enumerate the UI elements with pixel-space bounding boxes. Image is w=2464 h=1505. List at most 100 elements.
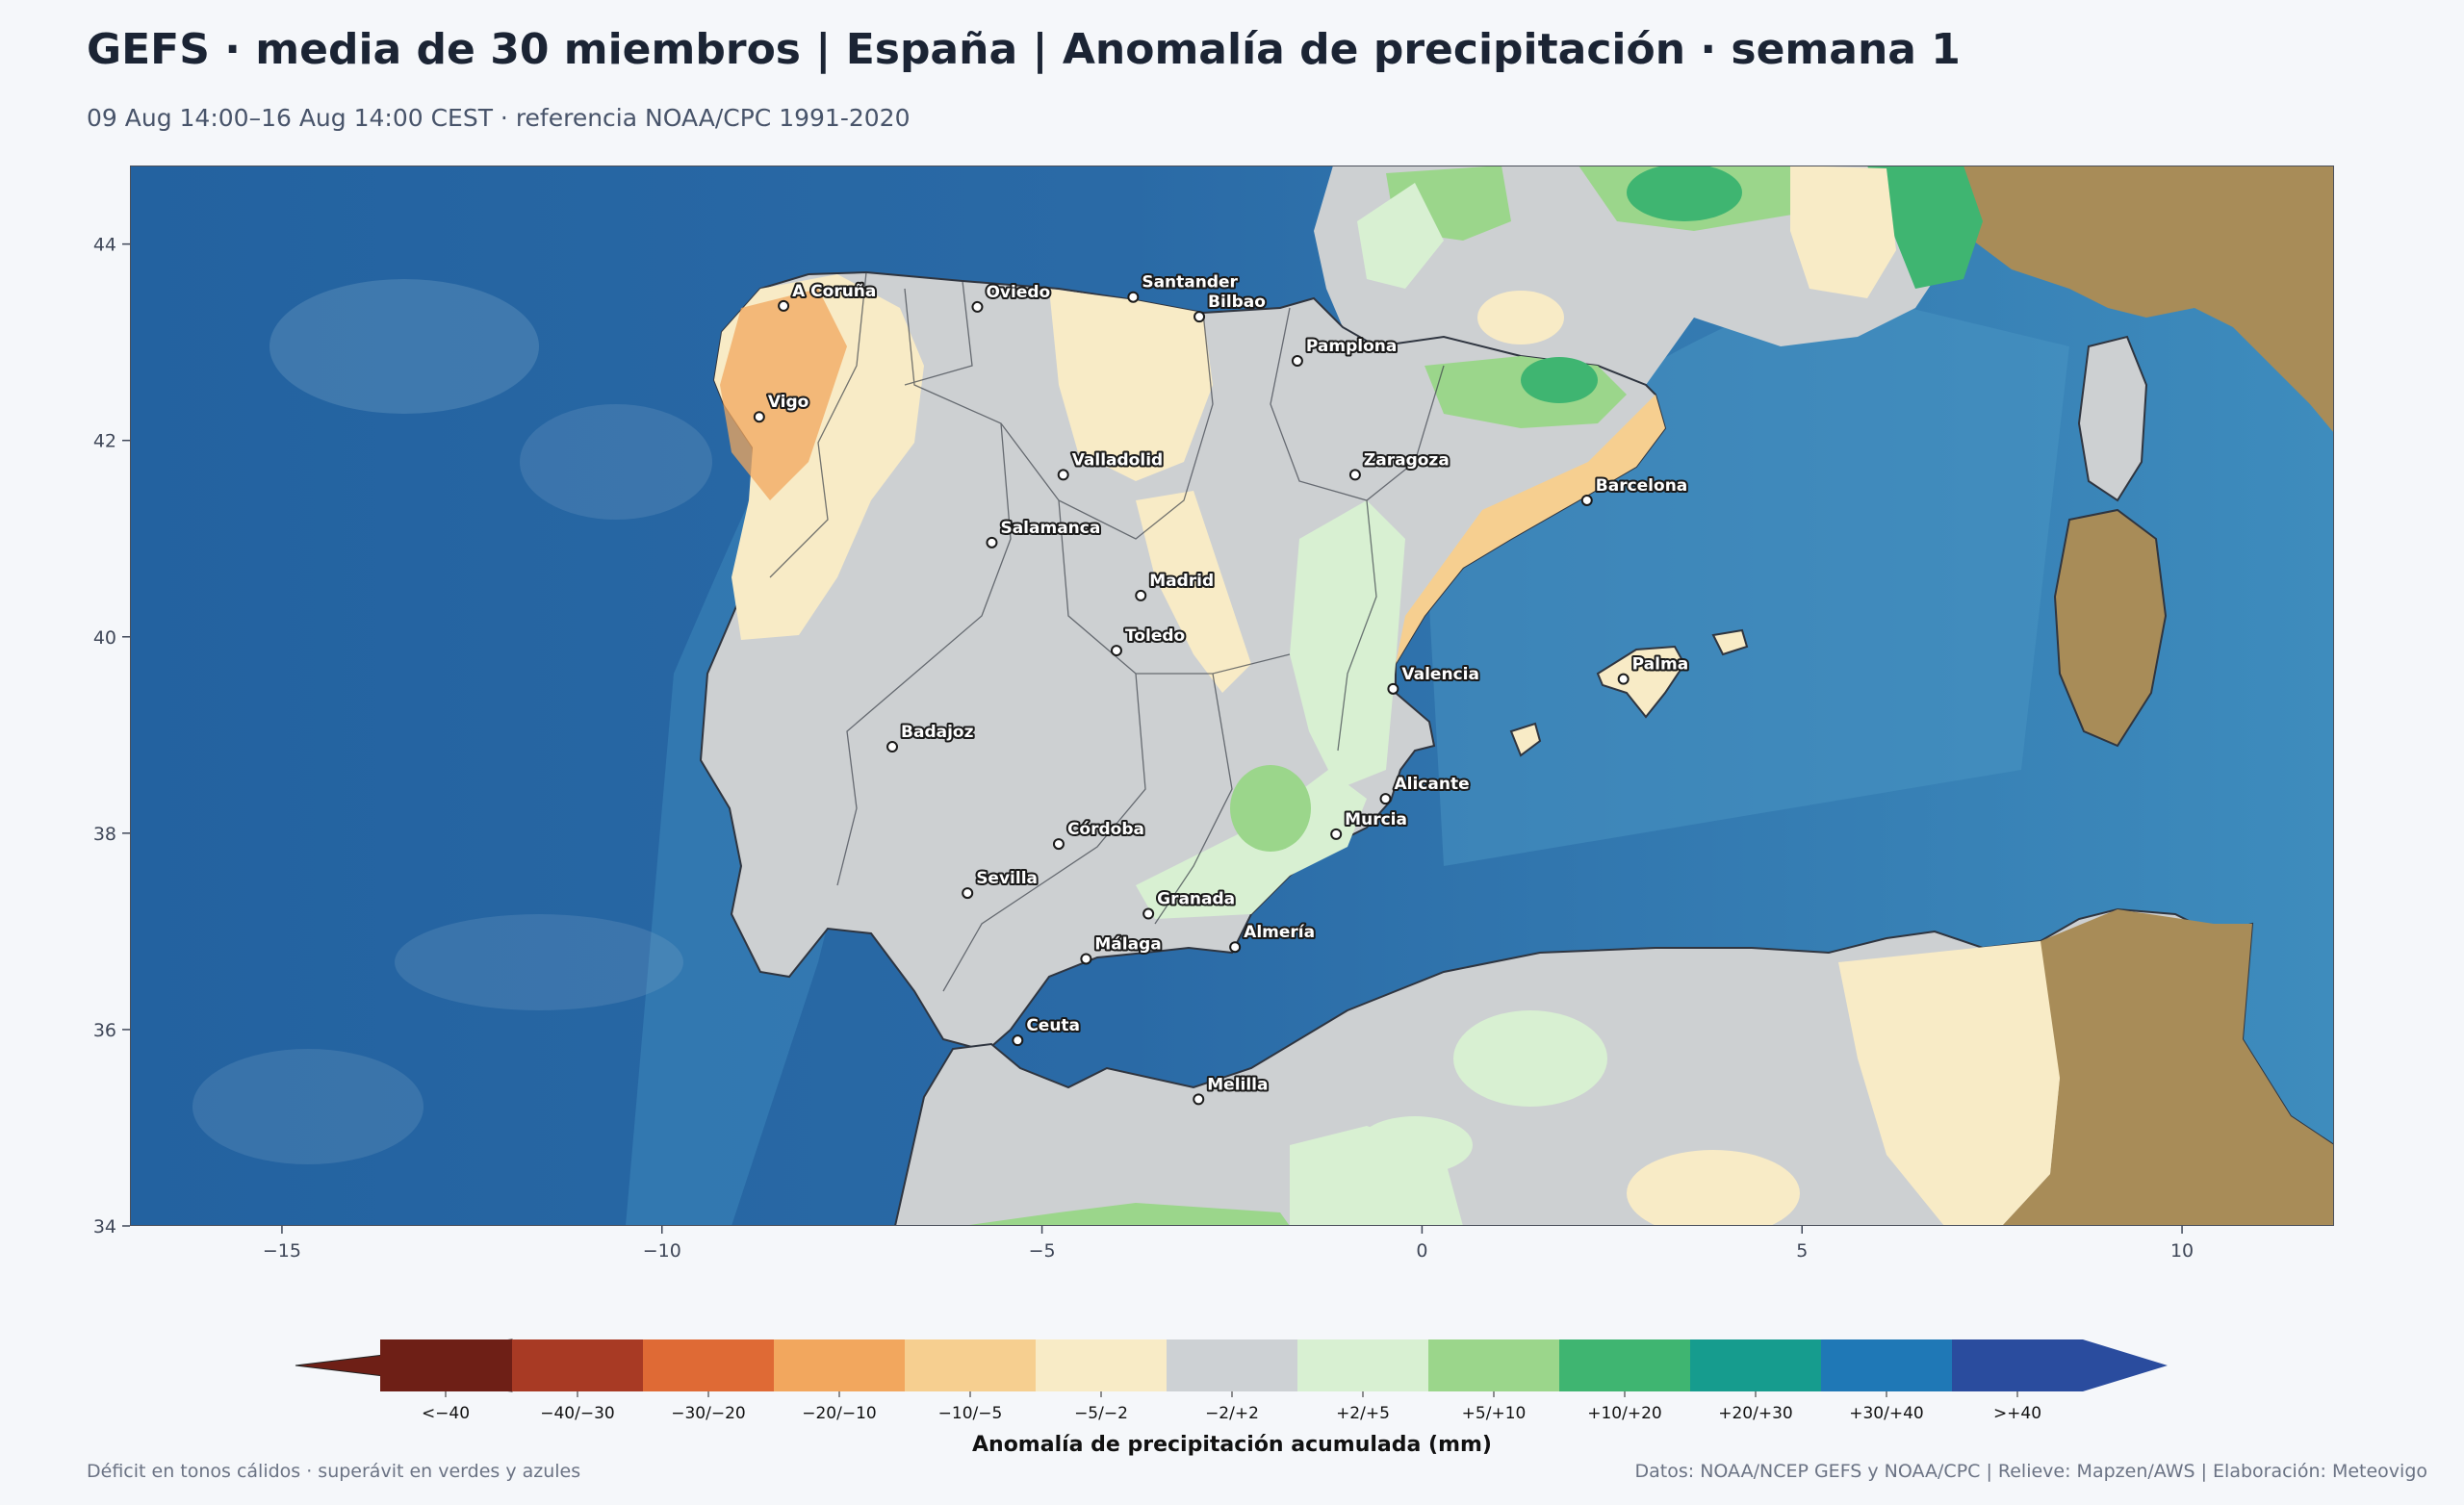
city-label: Zaragoza xyxy=(1364,450,1450,470)
colorbar-label: −40/−30 xyxy=(540,1404,614,1423)
colorbar-swatch xyxy=(1690,1339,1821,1391)
lat-axis: 34 36 38 40 42 44 xyxy=(93,235,130,1237)
city-label: Badajoz xyxy=(901,723,974,742)
footer-credits: Datos: NOAA/NCEP GEFS y NOAA/CPC | Relie… xyxy=(1634,1461,2427,1482)
precip-anomaly-layer xyxy=(714,166,2060,1226)
city-marker[interactable] xyxy=(1229,941,1242,954)
city-marker[interactable] xyxy=(1052,838,1065,851)
colorbar-label: −20/−10 xyxy=(802,1404,876,1423)
colorbar-label: <−40 xyxy=(422,1404,470,1423)
colorbar-label: >+40 xyxy=(1993,1404,2041,1423)
city-marker[interactable] xyxy=(1080,953,1092,965)
colorbar-swatch xyxy=(774,1339,905,1391)
lat-tick-label: 34 xyxy=(93,1216,116,1237)
city-marker[interactable] xyxy=(1291,355,1303,368)
city-marker[interactable] xyxy=(1127,291,1140,303)
land-tunisia xyxy=(2002,909,2334,1226)
lon-tick-label: −15 xyxy=(263,1240,301,1262)
lat-tick-label: 36 xyxy=(93,1020,116,1041)
city-label: Madrid xyxy=(1149,572,1214,591)
city-marker[interactable] xyxy=(778,299,790,312)
cloud-texture xyxy=(192,1049,424,1164)
colorbar-swatch xyxy=(1036,1339,1167,1391)
city-label: Valladolid xyxy=(1072,450,1164,470)
colorbar-swatch xyxy=(1297,1339,1428,1391)
city-label: Almería xyxy=(1244,923,1315,942)
lat-tick-label: 44 xyxy=(93,235,116,256)
city-marker[interactable] xyxy=(1580,494,1593,506)
city-marker[interactable] xyxy=(962,887,974,900)
city-label: A Coruña xyxy=(792,282,876,301)
city-marker[interactable] xyxy=(971,300,984,313)
cloud-texture xyxy=(270,279,539,414)
colorbar-label: −10/−5 xyxy=(938,1404,1003,1423)
colorbar-label: +2/+5 xyxy=(1336,1404,1390,1423)
colorbar-label: +10/+20 xyxy=(1587,1404,1661,1423)
colorbar-swatch xyxy=(1559,1339,1690,1391)
city-label: Valencia xyxy=(1401,665,1479,684)
city-marker[interactable] xyxy=(1142,907,1155,920)
city-label: Santander xyxy=(1142,273,1238,293)
colorbar-title: Anomalía de precipitación acumulada (mm) xyxy=(972,1433,1492,1457)
colorbar-label: −30/−20 xyxy=(671,1404,745,1423)
city-label: Pamplona xyxy=(1306,337,1397,356)
colorbar-swatch xyxy=(905,1339,1036,1391)
colorbar-label: +5/+10 xyxy=(1462,1404,1527,1423)
cloud-texture xyxy=(395,914,683,1010)
lon-tick-label: 10 xyxy=(2170,1240,2194,1262)
city-marker[interactable] xyxy=(1057,469,1069,481)
lat-tick-label: 40 xyxy=(93,627,116,649)
colorbar-label: +30/+40 xyxy=(1849,1404,1923,1423)
colorbar-swatch xyxy=(380,1339,512,1391)
land-mallorca xyxy=(1596,645,1686,719)
colorbar-label: +20/+30 xyxy=(1718,1404,1792,1423)
city-marker[interactable] xyxy=(753,411,765,423)
city-marker[interactable] xyxy=(1193,1093,1205,1106)
lon-tick-label: −10 xyxy=(643,1240,681,1262)
colorbar-swatch xyxy=(1167,1339,1297,1391)
land-sardinia xyxy=(2053,508,2168,748)
city-marker[interactable] xyxy=(1110,645,1122,657)
city-marker[interactable] xyxy=(1379,793,1392,805)
city-marker[interactable] xyxy=(1348,469,1361,481)
city-label: Córdoba xyxy=(1067,820,1144,839)
page-subtitle: 09 Aug 14:00–16 Aug 14:00 CEST · referen… xyxy=(87,104,911,132)
city-marker[interactable] xyxy=(1617,673,1630,685)
city-label: Oviedo xyxy=(986,283,1050,302)
colorbar-swatch xyxy=(1952,1339,2083,1391)
lat-tick-label: 42 xyxy=(93,431,116,452)
lon-tick-label: 0 xyxy=(1416,1240,1427,1262)
city-marker[interactable] xyxy=(1135,589,1147,601)
city-marker[interactable] xyxy=(1194,311,1206,323)
city-label: Salamanca xyxy=(1000,519,1100,538)
city-label: Ceuta xyxy=(1026,1016,1080,1035)
colorbar-label: −2/+2 xyxy=(1205,1404,1259,1423)
city-label: Barcelona xyxy=(1596,476,1688,496)
lon-tick-label: 5 xyxy=(1796,1240,1808,1262)
city-label: Sevilla xyxy=(976,869,1038,888)
city-marker[interactable] xyxy=(1012,1034,1024,1047)
city-label: Bilbao xyxy=(1208,293,1266,312)
lat-tick-label: 38 xyxy=(93,824,116,845)
footer-note: Déficit en tonos cálidos · superávit en … xyxy=(87,1461,581,1482)
city-marker[interactable] xyxy=(1387,682,1399,695)
province-borders xyxy=(769,271,1445,992)
colorbar: <−40 −40/−30 −30/−20 −20/−10 −10/−5 −5/−2 −2/+… xyxy=(295,1339,2168,1423)
city-marker[interactable] xyxy=(986,536,998,548)
city-label: Toledo xyxy=(1125,626,1185,646)
city-label: Alicante xyxy=(1395,775,1470,794)
colorbar-swatch xyxy=(643,1339,774,1391)
city-marker[interactable] xyxy=(1330,828,1343,840)
colorbar-swatch xyxy=(512,1339,643,1391)
city-marker[interactable] xyxy=(886,741,899,753)
colorbar-extend-high xyxy=(2083,1339,2168,1391)
lon-axis: −15 −10 −5 0 5 10 xyxy=(263,1226,2194,1262)
colorbar-swatch xyxy=(1428,1339,1559,1391)
city-label: Palma xyxy=(1632,655,1689,675)
city-label: Málaga xyxy=(1094,934,1161,954)
land-italy xyxy=(1964,166,2334,433)
colorbar-swatch xyxy=(1821,1339,1952,1391)
